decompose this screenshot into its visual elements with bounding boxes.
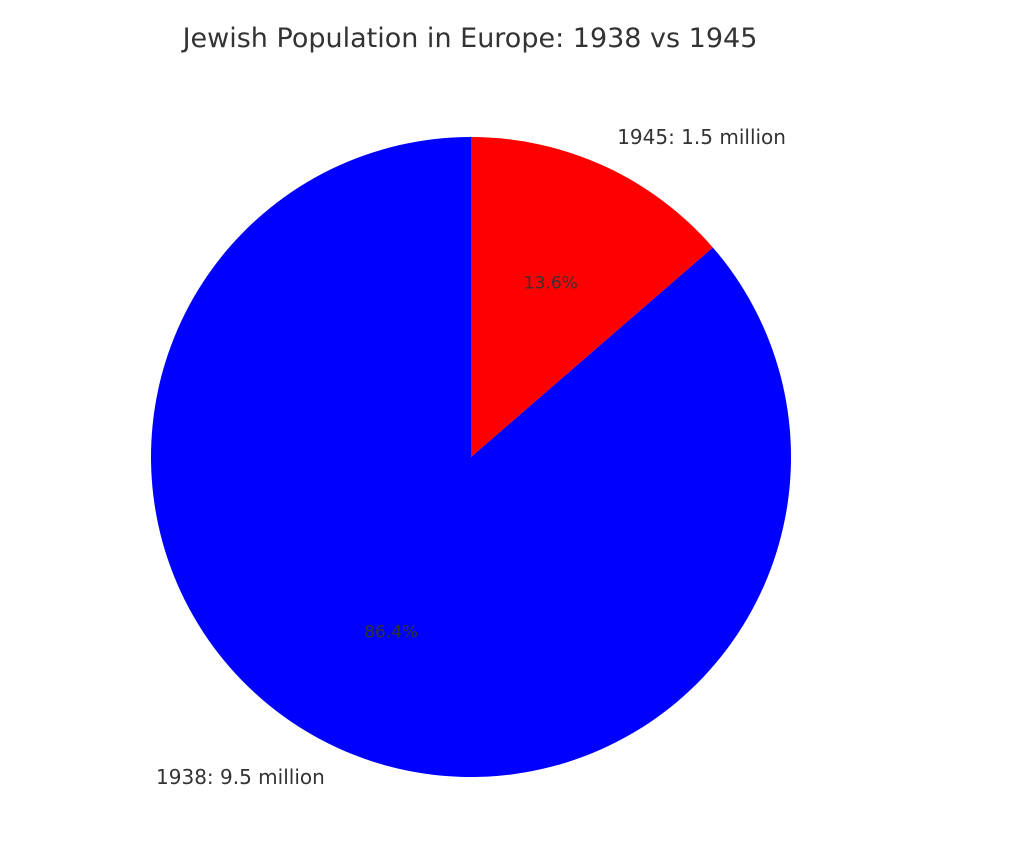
- pie-slice-1: [471, 137, 713, 457]
- pie-slice-label-1: 1945: 1.5 million: [617, 125, 786, 149]
- pie-slice-0: [151, 137, 792, 777]
- chart-title: Jewish Population in Europe: 1938 vs 194…: [181, 23, 758, 54]
- pie-percent-label-1: 13.6%: [524, 273, 578, 293]
- pie-labels: 86.4% 1938: 9.5 million 13.6% 1945: 1.5 mil…: [156, 125, 786, 789]
- pie-percent-label-0: 86.4%: [364, 623, 418, 643]
- pie-slice-label-0: 1938: 9.5 million: [156, 765, 325, 789]
- pie-slices: [151, 137, 792, 777]
